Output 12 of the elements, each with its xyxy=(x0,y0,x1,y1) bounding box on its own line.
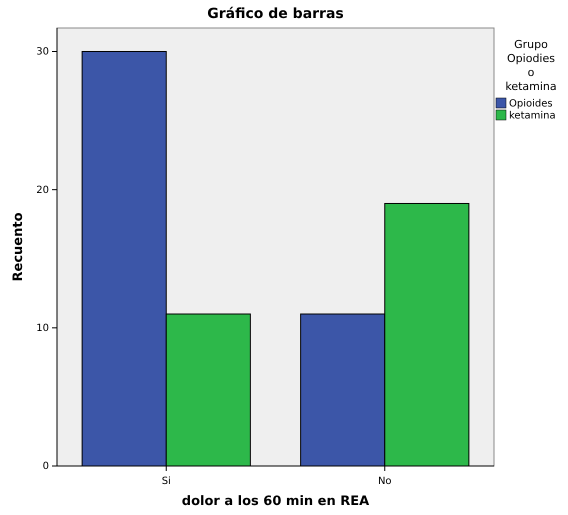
x-tick-label: No xyxy=(378,476,392,487)
legend-label: ketamina xyxy=(509,110,556,122)
y-tick-label: 20 xyxy=(36,184,49,196)
chart-title: Gráfico de barras xyxy=(207,6,344,22)
y-tick-label: 30 xyxy=(36,46,49,58)
y-tick-label: 0 xyxy=(42,461,49,472)
legend-title: Grupo Opiodies o ketamina xyxy=(505,38,557,93)
x-tick-label: Si xyxy=(162,476,171,487)
y-axis-title: Recuento xyxy=(11,212,26,282)
legend-label: Opioides xyxy=(509,98,553,110)
x-axis-title: dolor a los 60 min en REA xyxy=(182,494,370,509)
y-tick-label: 10 xyxy=(36,323,49,334)
